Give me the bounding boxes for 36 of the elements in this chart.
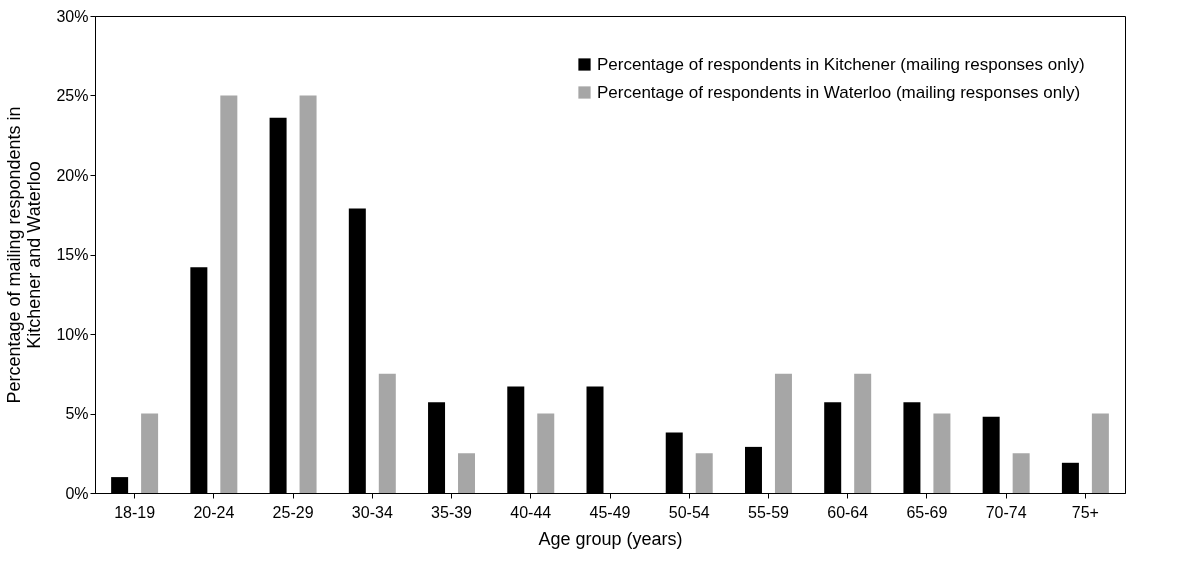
x-tick-label: 50-54	[668, 503, 710, 521]
bar	[141, 413, 159, 493]
bar	[537, 413, 555, 493]
x-tick-label: 18-19	[114, 503, 156, 521]
bar	[774, 373, 792, 493]
x-tick-label: 20-24	[193, 503, 235, 521]
x-axis-title: Age group (years)	[538, 528, 683, 549]
bar	[220, 95, 238, 493]
y-tick-label: 20%	[56, 166, 89, 184]
bar	[933, 413, 951, 493]
x-tick-label: 60-64	[827, 503, 869, 521]
legend-label: Percentage of respondents in Kitchener (mailing responses only)	[597, 54, 1085, 74]
y-tick-label: 30%	[56, 7, 89, 25]
x-tick-label: 25-29	[272, 503, 314, 521]
y-axis-title: Percentage of mailing respondents in Kitchener and Waterloo	[4, 106, 45, 404]
bar	[854, 373, 872, 493]
bar	[299, 95, 317, 493]
x-tick-label: 45-49	[589, 503, 631, 521]
bar	[1091, 413, 1109, 493]
bar	[695, 453, 713, 493]
bar	[378, 373, 396, 493]
x-tick-label: 55-59	[748, 503, 790, 521]
x-tick-label: 70-74	[985, 503, 1027, 521]
x-tick-label: 75+	[1071, 503, 1099, 521]
y-tick-label: 0%	[65, 484, 89, 502]
bar	[1012, 453, 1030, 493]
legend-label: Percentage of respondents in Waterloo (mailing responses only)	[597, 82, 1081, 102]
x-tick-label: 35-39	[431, 503, 473, 521]
y-tick-label: 10%	[56, 325, 89, 343]
y-tick-label: 5%	[65, 405, 89, 422]
bar	[458, 453, 476, 493]
x-tick-label: 30-34	[351, 503, 393, 521]
y-tick-label: 25%	[56, 87, 89, 104]
x-tick-label: 65-69	[906, 503, 948, 521]
x-tick-label: 40-44	[510, 503, 552, 521]
y-tick-label: 15%	[56, 246, 89, 263]
